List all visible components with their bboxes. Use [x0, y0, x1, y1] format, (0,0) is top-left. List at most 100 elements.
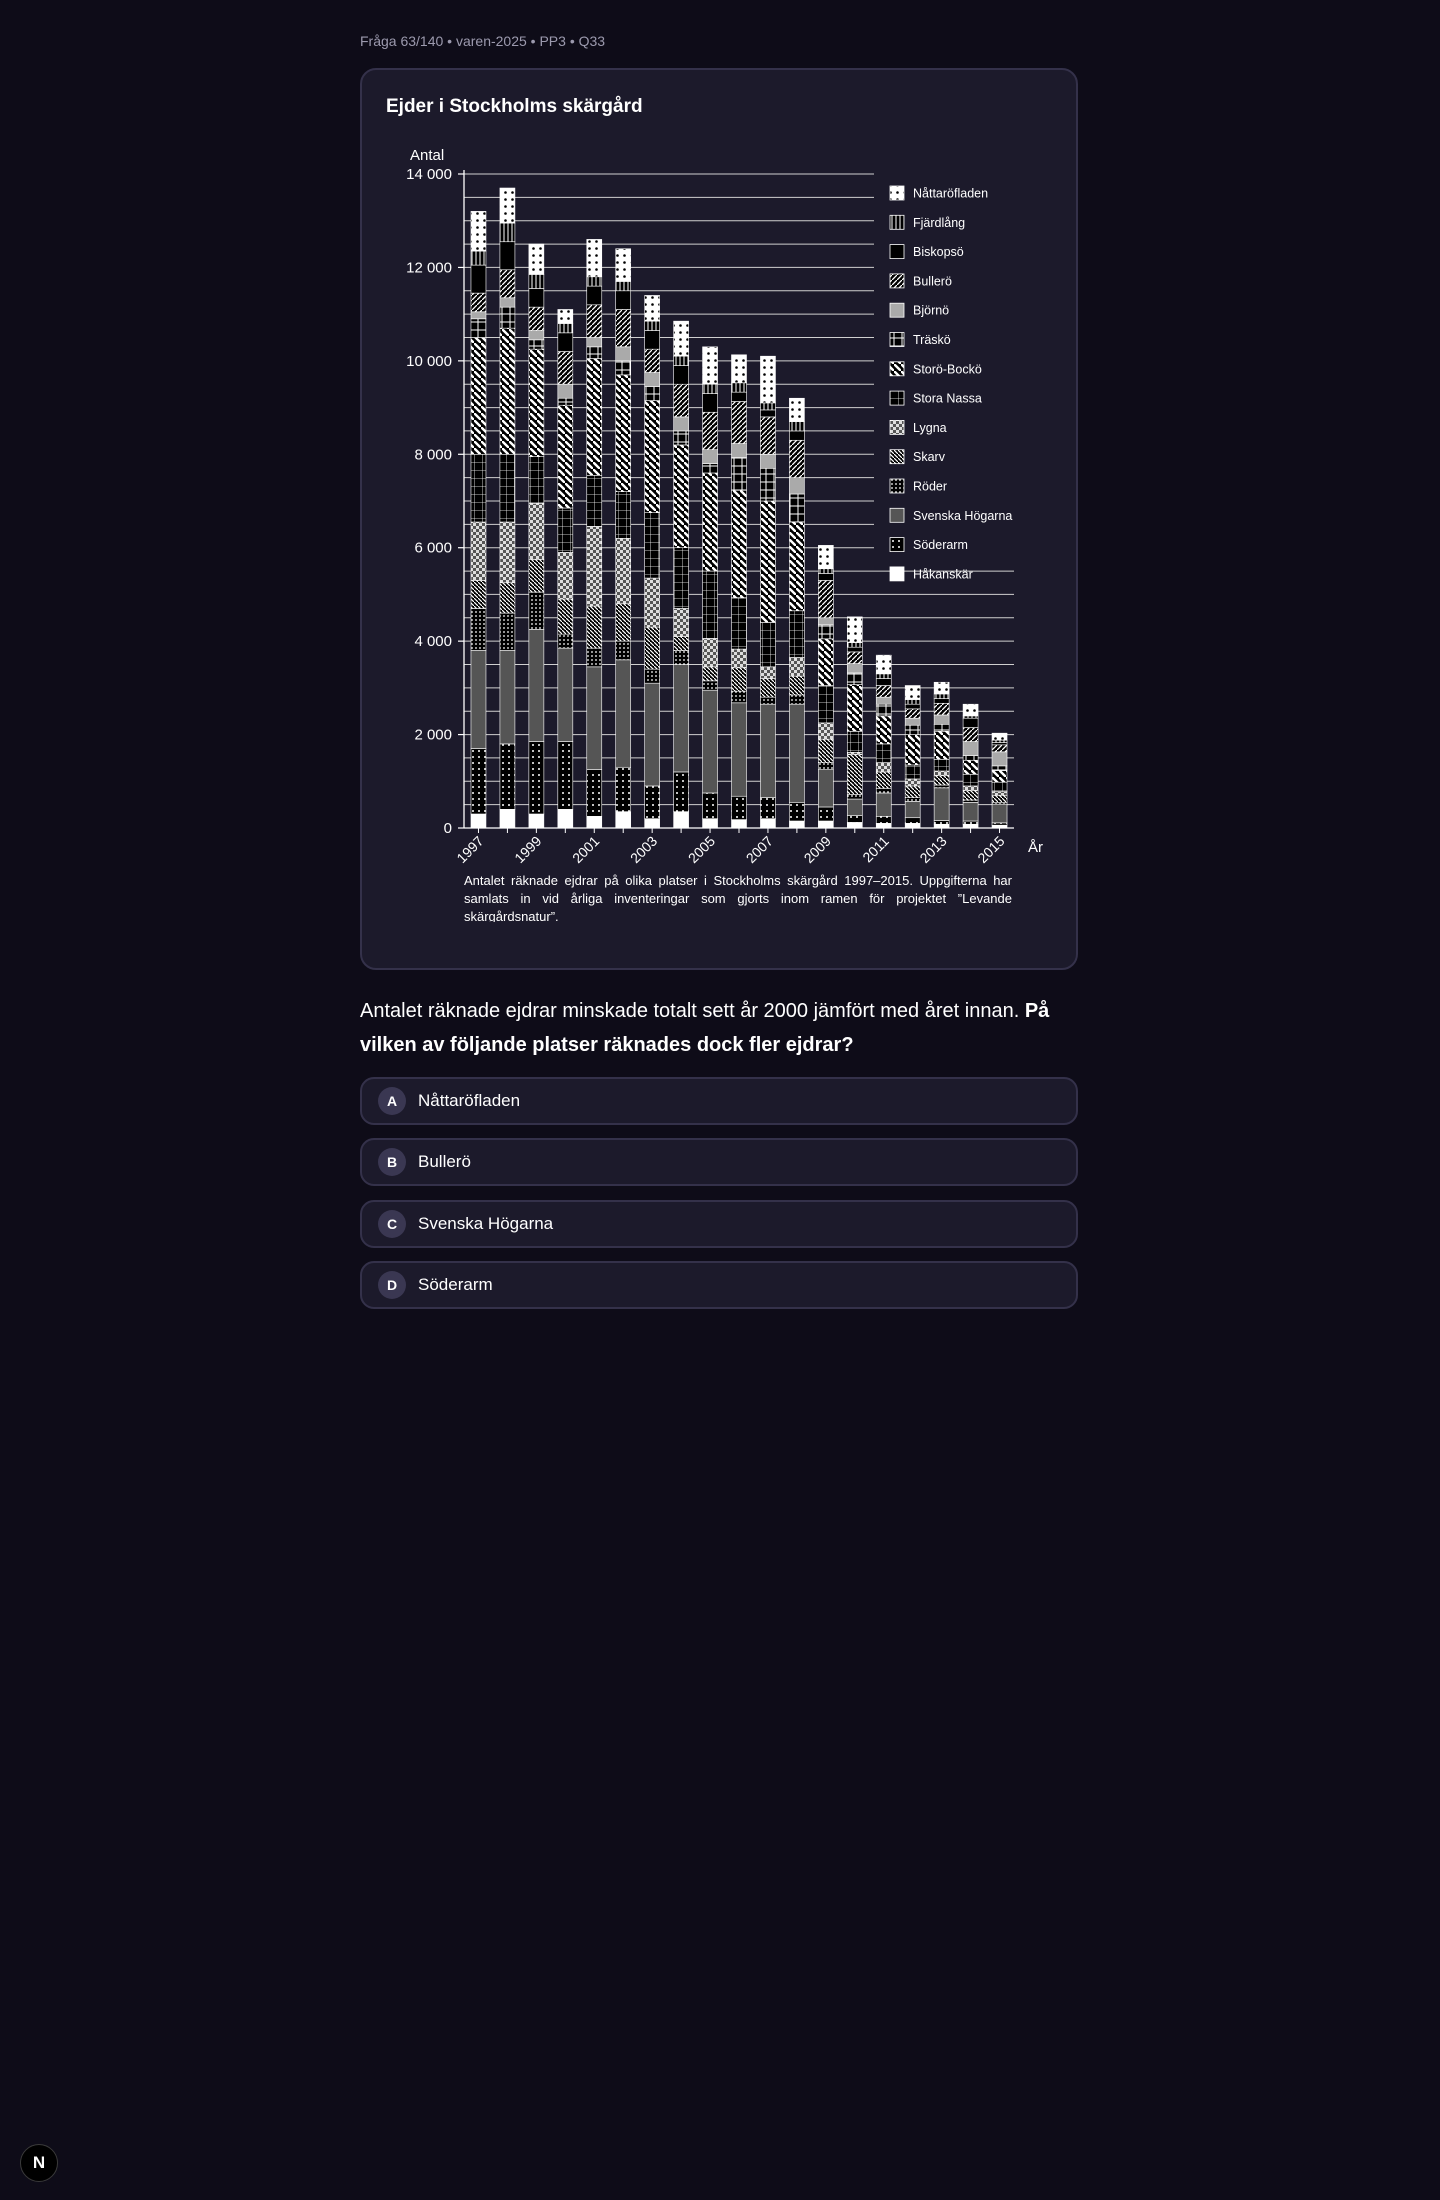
bar-segment [615, 290, 632, 310]
bar-segment [644, 512, 660, 579]
option-label: Söderarm [418, 1275, 493, 1294]
bar-segment [644, 400, 660, 513]
bar-segment [731, 648, 747, 669]
bar-segment [528, 306, 545, 331]
bar-segment [818, 545, 834, 570]
bar-segment [818, 638, 834, 686]
bar-segment [731, 443, 747, 458]
bar-segment [760, 678, 776, 698]
bar-segment [731, 354, 747, 384]
bar-segment [818, 769, 834, 808]
x-tick-label: 2005 [685, 833, 718, 866]
bar-segment [846, 672, 863, 685]
bar-segment [615, 659, 632, 768]
bar-segment [904, 785, 921, 798]
bar-segment [962, 773, 979, 787]
bar-segment [528, 274, 545, 289]
bar-segment [991, 732, 1008, 741]
bar-segment [615, 603, 632, 642]
bar-segment [933, 723, 950, 732]
y-tick-label: 12 000 [406, 259, 452, 276]
bar-segment [702, 463, 718, 474]
question-emphasis: På vilken av följande platser räknades d… [360, 1000, 1050, 1056]
bar-segment [760, 818, 776, 829]
bar-segment [875, 673, 892, 679]
bar-segment [991, 822, 1008, 826]
bar-segment [644, 626, 660, 670]
legend-swatch [889, 185, 905, 201]
bar-segment [673, 383, 689, 418]
bar-segment [586, 526, 603, 607]
legend-label: Röder [913, 480, 947, 494]
bar-segment [760, 797, 776, 819]
bar-segment [557, 397, 574, 406]
bar-segment [904, 764, 921, 780]
bar-segment [933, 693, 950, 699]
bar-segment [760, 402, 776, 411]
bar-segment [586, 816, 603, 829]
bar-segment [904, 724, 921, 735]
bar-segment [875, 678, 892, 686]
y-tick-label: 0 [444, 820, 452, 837]
bar-segment [644, 320, 660, 331]
bar-segment [991, 744, 1008, 753]
bar-segment [760, 703, 776, 798]
bar-segment [528, 456, 545, 504]
bar-segment [470, 521, 487, 581]
x-tick-label: 2009 [801, 833, 834, 866]
bar-segment [615, 491, 632, 539]
bar-segment [470, 337, 487, 455]
chart-caption: Antalet räknade ejdrar på olika platser … [464, 873, 1012, 922]
bar-segment [470, 292, 487, 313]
bar-segment [615, 766, 632, 812]
bar-segment [818, 722, 834, 740]
n-logo-icon[interactable]: N [20, 2144, 58, 2182]
bar-segment [846, 822, 863, 829]
legend-label: Svenska Högarna [913, 509, 1012, 523]
bar-segment [499, 743, 516, 810]
x-tick-label: 1999 [511, 833, 544, 866]
bar-segment [991, 765, 1008, 771]
option-a[interactable]: A Nåttaröfladen [360, 1077, 1078, 1125]
bar-segment [760, 622, 776, 668]
bar-segment [731, 597, 747, 650]
bar-segment [499, 297, 516, 308]
bar-segment [991, 770, 1008, 783]
bar-segment [615, 346, 632, 362]
bar-segment [991, 742, 1008, 746]
bar-segment [904, 708, 921, 719]
bar-segment [846, 754, 863, 795]
stacked-bar-chart: 0 2 000 4 000 6 000 8 000 10 000 12 000 14 000 1… [406, 147, 1043, 866]
option-c[interactable]: C Svenska Högarna [360, 1200, 1078, 1248]
bar-segment [933, 787, 950, 821]
bar-segment [673, 636, 689, 651]
bar-segment [991, 803, 1008, 824]
bar-segment [789, 802, 805, 822]
bar-segment [702, 689, 718, 794]
bar-segment [499, 521, 516, 584]
bar-segment [789, 439, 805, 478]
bar-segment [789, 657, 805, 677]
bar-segment [499, 612, 516, 651]
bar-segment [586, 475, 603, 527]
bar-segment [789, 397, 805, 422]
bar-segment [702, 818, 718, 829]
bar-segment [586, 239, 603, 278]
bar-segment [789, 477, 805, 495]
chart-title: Ejder i Stockholms skärgård [386, 96, 643, 117]
bar-segment [731, 702, 747, 797]
bar-segment [499, 187, 516, 224]
bar-segment [586, 346, 603, 359]
bar-segment [789, 521, 805, 612]
option-d[interactable]: D Söderarm [360, 1261, 1078, 1309]
option-b[interactable]: B Bullerö [360, 1138, 1078, 1186]
bar-segment [760, 355, 776, 404]
y-tick-label: 8 000 [414, 446, 452, 463]
bar-segment [557, 309, 574, 324]
option-label: Svenska Högarna [418, 1214, 554, 1233]
bar-segment [760, 409, 776, 418]
bar-segment [499, 241, 516, 271]
x-tick-label: 1997 [453, 833, 486, 866]
bar-segment [673, 650, 689, 665]
bar-segment [904, 778, 921, 787]
